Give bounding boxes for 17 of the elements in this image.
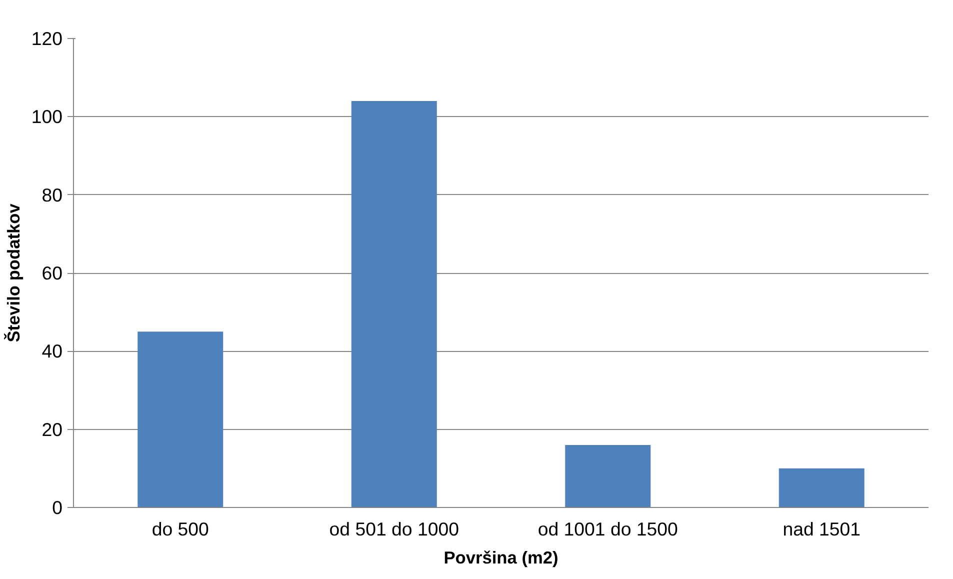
x-tick-label: nad 1501 bbox=[782, 518, 861, 540]
bar bbox=[138, 332, 224, 508]
y-axis-title: Število podatkov bbox=[3, 203, 24, 342]
y-tick-label: 0 bbox=[52, 497, 63, 518]
x-tick-label: od 501 do 1000 bbox=[329, 518, 459, 540]
x-axis-title: Površina (m2) bbox=[444, 548, 558, 568]
y-tick-label: 120 bbox=[31, 28, 63, 49]
y-tick-label: 20 bbox=[42, 418, 63, 440]
x-tick-label: od 1001 do 1500 bbox=[538, 518, 678, 540]
y-tick-label: 40 bbox=[42, 340, 63, 362]
y-tick-label: 100 bbox=[31, 106, 63, 128]
y-tick-label: 60 bbox=[42, 262, 63, 284]
y-tick-label: 80 bbox=[42, 184, 63, 206]
bar bbox=[351, 101, 437, 508]
bar bbox=[565, 444, 651, 508]
bar bbox=[778, 468, 864, 508]
x-tick-label: do 500 bbox=[152, 518, 209, 540]
